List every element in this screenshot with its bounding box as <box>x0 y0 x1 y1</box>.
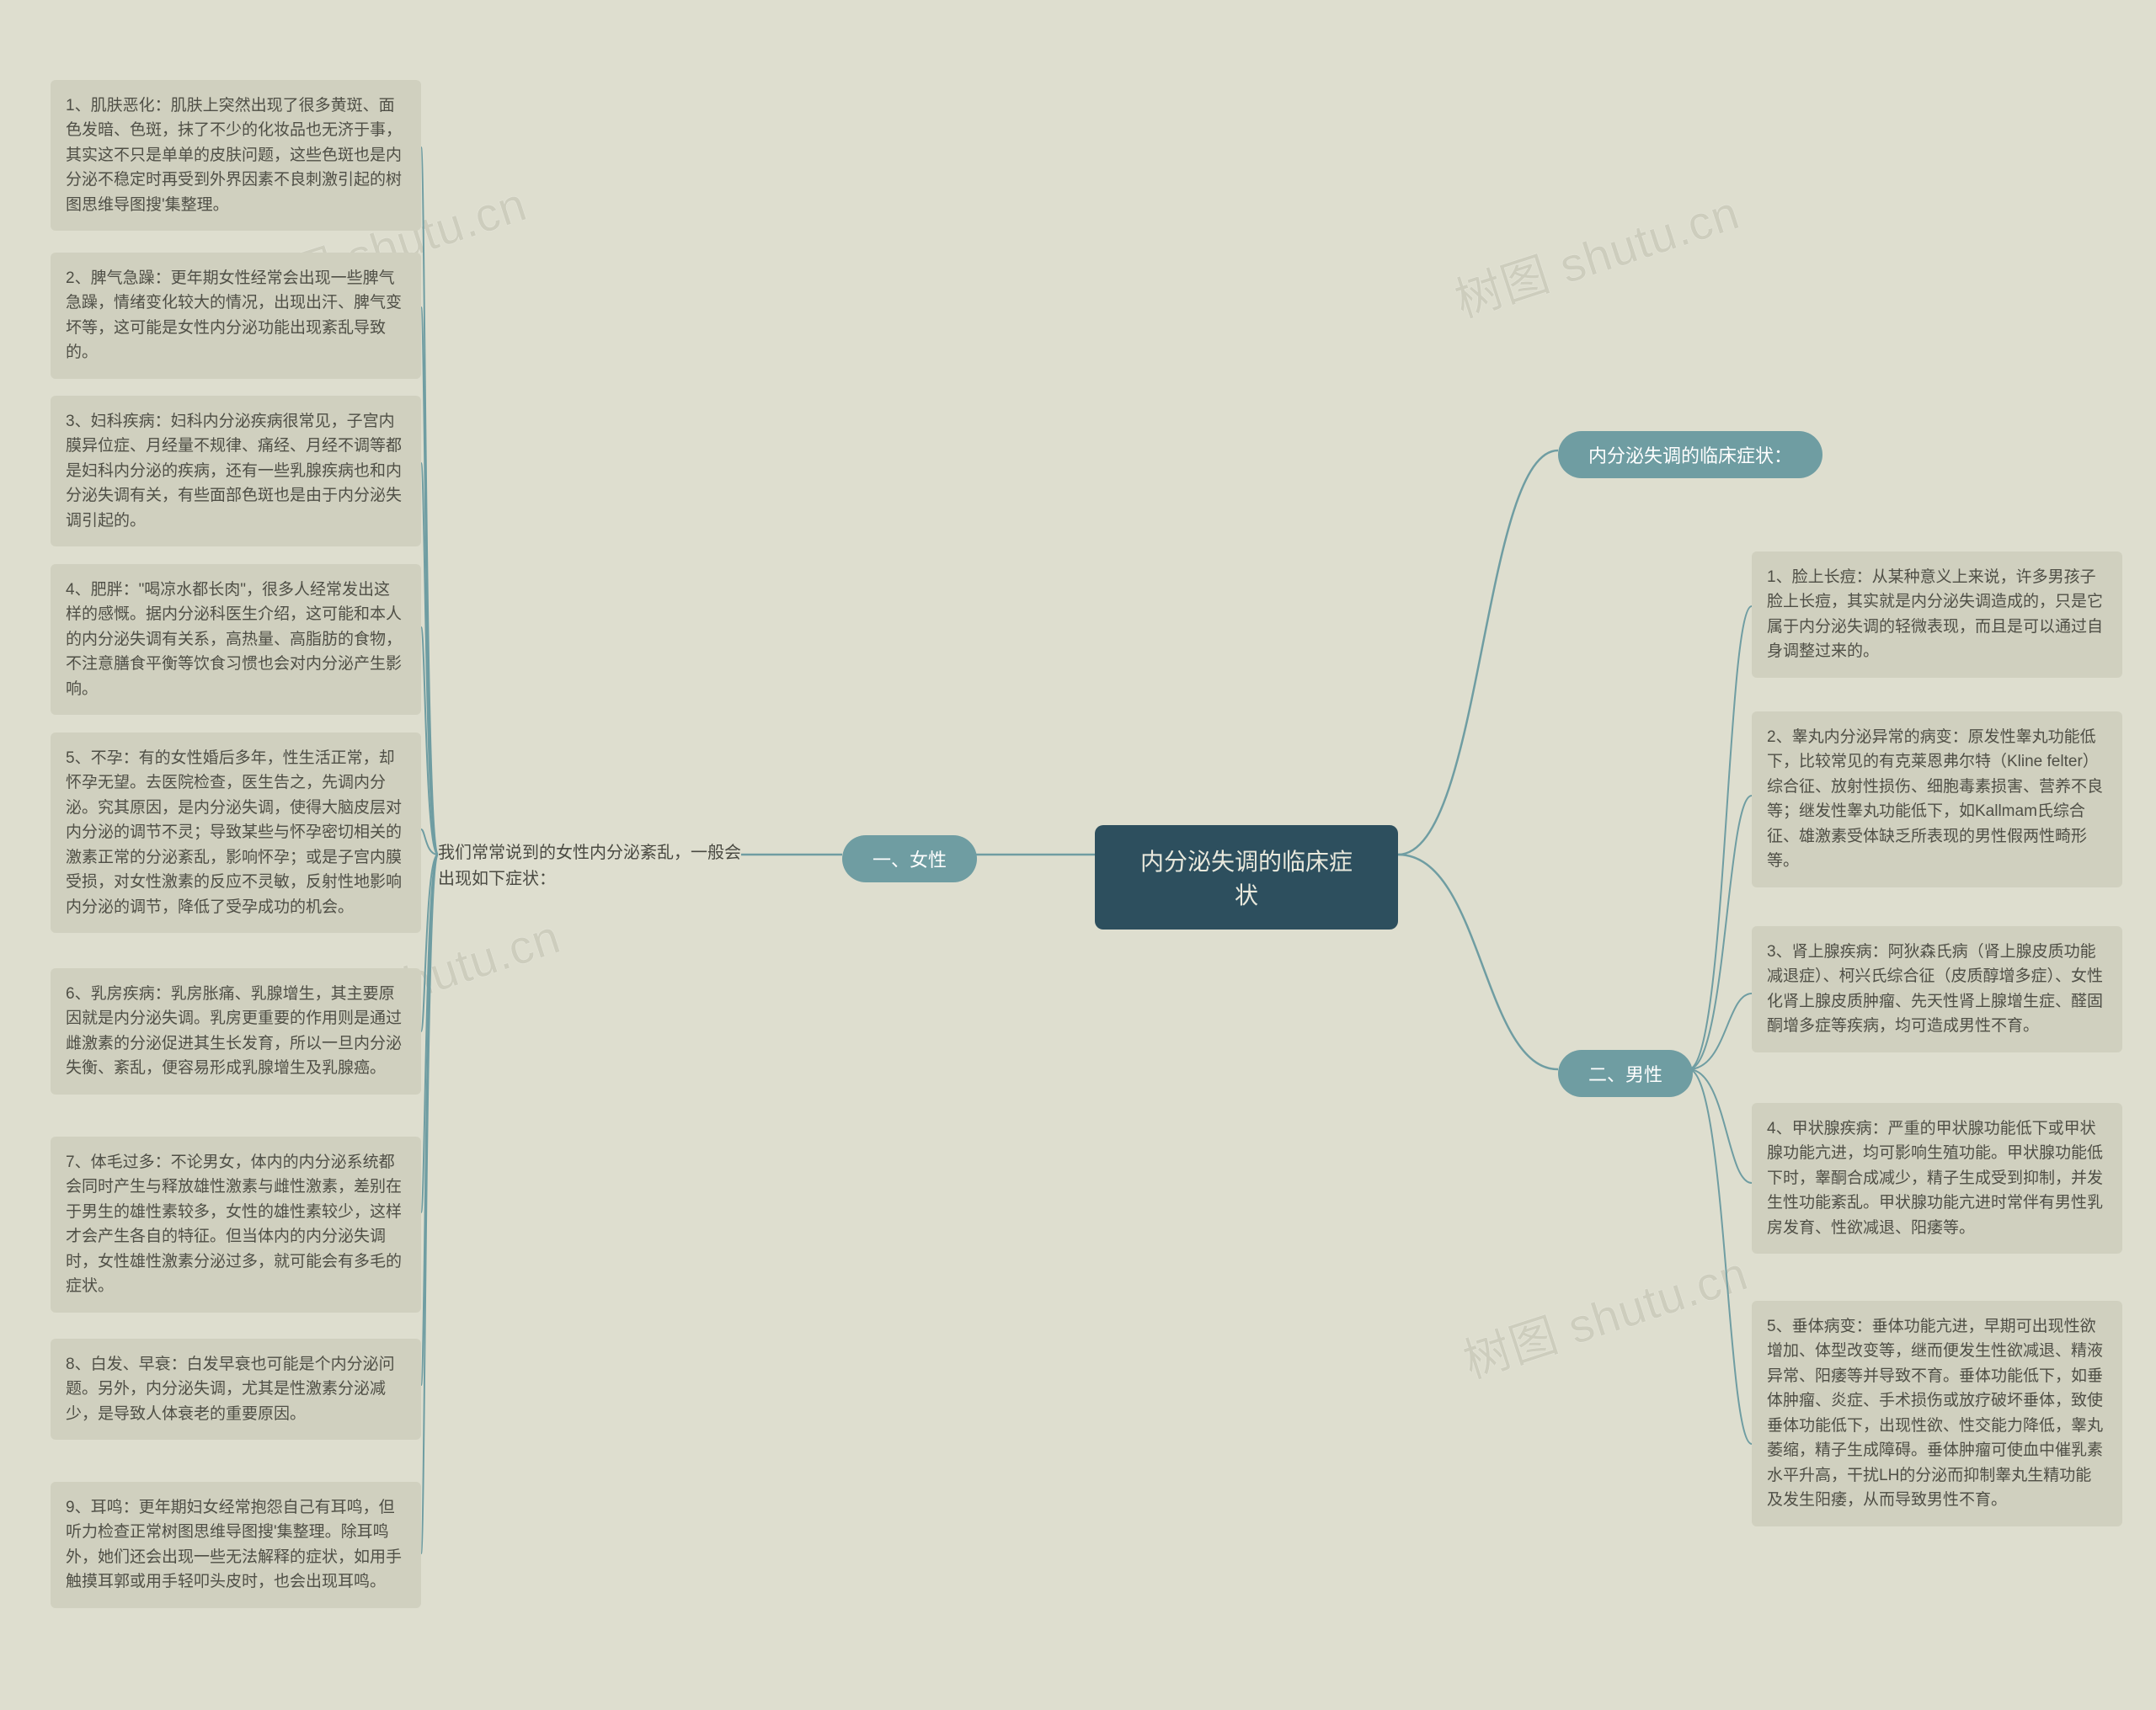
female-item-4: 4、肥胖："喝凉水都长肉"，很多人经常发出这样的感慨。据内分泌科医生介绍，这可能… <box>51 564 421 715</box>
root-label: 内分泌失调的临床症状 <box>1140 849 1353 908</box>
root-node[interactable]: 内分泌失调的临床症状 <box>1095 825 1398 930</box>
female-item-2: 2、脾气急躁：更年期女性经常会出现一些脾气急躁，情绪变化较大的情况，出现出汗、脾… <box>51 253 421 379</box>
branch-male-label: 二、男性 <box>1588 1064 1662 1085</box>
female-item-3: 3、妇科疾病：妇科内分泌疾病很常见，子宫内膜异位症、月经量不规律、痛经、月经不调… <box>51 396 421 546</box>
female-item-9: 9、耳鸣：更年期妇女经常抱怨自己有耳鸣，但听力检查正常树图思维导图搜'集整理。除… <box>51 1482 421 1608</box>
female-intro: 我们常常说到的女性内分泌紊乱，一般会出现如下症状： <box>438 840 741 892</box>
watermark: 树图 shutu.cn <box>1454 1236 1755 1392</box>
female-item-5: 5、不孕：有的女性婚后多年，性生活正常，却怀孕无望。去医院检查，医生告之，先调内… <box>51 732 421 933</box>
female-item-7: 7、体毛过多：不论男女，体内的内分泌系统都会同时产生与释放雄性激素与雌性激素，差… <box>51 1137 421 1313</box>
watermark: 树图 shutu.cn <box>1445 175 1747 331</box>
male-item-4: 4、甲状腺疾病：严重的甲状腺功能低下或甲状腺功能亢进，均可影响生殖功能。甲状腺功… <box>1752 1103 2122 1254</box>
male-item-1: 1、脸上长痘：从某种意义上来说，许多男孩子脸上长痘，其实就是内分泌失调造成的，只… <box>1752 551 2122 678</box>
branch-male[interactable]: 二、男性 <box>1558 1050 1693 1097</box>
male-item-2: 2、睾丸内分泌异常的病变：原发性睾丸功能低下，比较常见的有克莱恩弗尔特（Klin… <box>1752 711 2122 887</box>
female-item-8: 8、白发、早衰：白发早衰也可能是个内分泌问题。另外，内分泌失调，尤其是性激素分泌… <box>51 1339 421 1440</box>
branch-female-label: 一、女性 <box>873 850 947 871</box>
female-item-6: 6、乳房疾病：乳房胀痛、乳腺增生，其主要原因就是内分泌失调。乳房更重要的作用则是… <box>51 968 421 1095</box>
top-right-pill[interactable]: 内分泌失调的临床症状： <box>1558 431 1822 478</box>
male-item-3: 3、肾上腺疾病：阿狄森氏病（肾上腺皮质功能减退症）、柯兴氏综合征（皮质醇增多症）… <box>1752 926 2122 1052</box>
male-item-5: 5、垂体病变：垂体功能亢进，早期可出现性欲增加、体型改变等，继而便发生性欲减退、… <box>1752 1301 2122 1526</box>
top-right-label: 内分泌失调的临床症状： <box>1588 445 1792 466</box>
branch-female[interactable]: 一、女性 <box>842 835 977 882</box>
female-item-1: 1、肌肤恶化：肌肤上突然出现了很多黄斑、面色发暗、色斑，抹了不少的化妆品也无济于… <box>51 80 421 231</box>
